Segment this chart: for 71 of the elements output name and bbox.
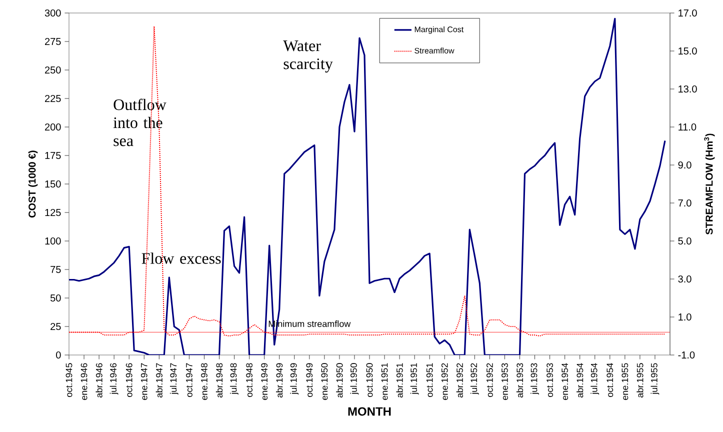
x-tick-label: jul.1949: [290, 363, 299, 395]
x-tick-label: ene.1950: [321, 363, 328, 400]
x-tick-label: jul.1950: [350, 363, 359, 395]
legend-label: Marginal Cost: [414, 26, 464, 34]
y-tick-label: 275: [45, 38, 61, 46]
y2-tick-label: 7.0: [678, 199, 692, 207]
x-tick-label: ene.1954: [562, 363, 568, 400]
x-tick-label: oct.1950: [366, 363, 373, 397]
x-tick-label: jul.1946: [110, 363, 118, 395]
x-tick-label: oct.1946: [126, 363, 132, 397]
y-tick-label: 125: [45, 208, 61, 216]
y2-axis-title: STREAMFLOW (Hm$^{3}$): [704, 134, 715, 235]
x-tick-label: ene.1953: [502, 363, 508, 400]
x-tick-label: ene.1949: [261, 363, 268, 400]
y-tick-label: 50: [50, 294, 61, 302]
x-axis-title: MONTH: [348, 407, 391, 416]
x-tick-label: oct.1953: [546, 363, 553, 397]
y2-tick-label: 3.0: [678, 275, 692, 283]
x-tick-label: abr.1951: [396, 363, 403, 398]
x-tick-label: jul.1947: [170, 363, 178, 395]
x-tick-label: oct.1952: [486, 363, 493, 397]
y2-tick-label: 17.0: [678, 9, 697, 17]
x-tick-label: oct.1949: [306, 363, 313, 397]
y-tick-label: 75: [50, 266, 61, 273]
x-tick-label: ene.1952: [441, 363, 448, 400]
y-tick-label: 300: [44, 9, 61, 17]
x-tick-label: jul.1948: [230, 363, 238, 395]
x-tick-label: ene.1947: [140, 363, 148, 400]
x-tick-label: abr.1954: [576, 363, 584, 398]
y2-tick-label: 9.0: [678, 161, 692, 169]
x-tick-label: jul.1953: [530, 363, 539, 395]
y-tick-label: 25: [50, 322, 61, 330]
x-tick-label: jul.1955: [650, 363, 660, 395]
x-tick-label: jul.1954: [590, 363, 600, 395]
x-tick-label: ene.1951: [381, 363, 388, 400]
x-tick-label: abr.1946: [96, 363, 102, 398]
annotation: Water scarcity: [283, 40, 333, 72]
x-tick-label: ene.1946: [80, 363, 88, 400]
annotation: Flow excess: [142, 252, 221, 264]
y-tick-label: 225: [45, 94, 61, 102]
x-tick-label: abr.1947: [156, 363, 162, 398]
x-tick-label: oct.1954: [606, 363, 614, 397]
y2-tick-label: 5.0: [678, 237, 692, 245]
x-tick-label: oct.1948: [246, 363, 252, 397]
x-tick-label: oct.1945: [66, 363, 72, 397]
x-tick-label: abr.1955: [636, 363, 644, 398]
y-tick-label: 175: [45, 152, 61, 159]
y2-tick-label: 13.0: [678, 85, 697, 93]
x-tick-label: ene.1955: [622, 363, 628, 400]
y2-tick-label: 15.0: [678, 47, 697, 55]
y-tick-label: 0: [56, 351, 61, 359]
y-tick-label: 200: [45, 123, 61, 131]
x-tick-label: jul.1951: [410, 363, 419, 395]
annotation: Outflow into the sea: [113, 98, 166, 146]
x-tick-label: ene.1948: [201, 363, 208, 400]
y-tick-label: 150: [45, 180, 61, 188]
y-tick-label: 100: [45, 237, 61, 245]
x-tick-label: jul.1952: [470, 363, 479, 395]
y-tick-label: 250: [45, 66, 61, 74]
x-tick-label: abr.1952: [456, 363, 463, 398]
y2-tick-label: 11.0: [678, 123, 696, 131]
x-tick-label: abr.1949: [276, 363, 283, 398]
x-tick-label: abr.1948: [216, 363, 223, 398]
y2-tick-label: 1.0: [678, 313, 692, 321]
y2-tick-label: -1.0: [678, 351, 695, 359]
legend-label: Streamflow: [414, 48, 454, 54]
x-tick-label: oct.1951: [426, 363, 433, 397]
x-tick-label: oct.1947: [186, 363, 192, 397]
y-axis-title: COST (1000 €): [28, 150, 38, 218]
x-tick-label: abr.1953: [516, 363, 524, 398]
x-tick-label: abr.1950: [336, 363, 343, 398]
